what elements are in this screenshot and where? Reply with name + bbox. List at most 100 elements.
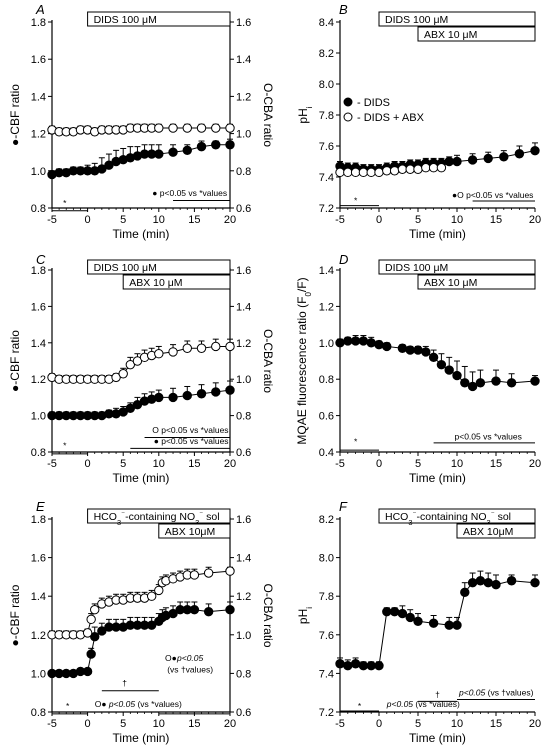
data-point	[358, 336, 369, 346]
y-tick-label: 7.2	[319, 203, 334, 215]
y-tick-label: 1.4	[319, 265, 334, 277]
data-point	[382, 166, 392, 176]
data-point	[428, 618, 439, 628]
treatment-box: ABX 10μM	[158, 523, 231, 539]
data-point	[366, 660, 376, 671]
data-point	[444, 365, 454, 375]
data-point	[421, 347, 431, 357]
y-axis-label: MQAE fluorescence ratio (F0/F)	[295, 277, 313, 444]
y-tick-label: 1.8	[31, 17, 46, 29]
treatment-box: ABX 10μM	[456, 523, 536, 539]
data-point	[90, 632, 100, 642]
x-tick-label: 5	[415, 214, 421, 226]
data-point	[97, 164, 107, 174]
data-point	[499, 152, 509, 162]
data-point	[211, 387, 221, 397]
y-tick-label: 7.4	[319, 172, 334, 184]
x-tick-label: -5	[335, 458, 345, 470]
y-tick-label: 1.4	[31, 591, 46, 603]
x-tick-label: 10	[153, 214, 165, 226]
data-point	[225, 566, 235, 576]
data-point	[118, 369, 128, 379]
treatment-box-label: DIDS 100 μM	[94, 262, 157, 274]
y-right-tick-label: 0.6	[236, 203, 251, 215]
data-point	[168, 392, 178, 403]
x-tick-label: 15	[188, 458, 200, 470]
y-tick-label: 8.4	[319, 17, 334, 29]
data-point	[343, 660, 353, 671]
data-point	[358, 167, 369, 178]
y-tick-label: 1.2	[31, 630, 46, 642]
data-point	[154, 585, 164, 596]
data-point	[413, 164, 423, 174]
annotation: *	[66, 701, 70, 711]
data-point	[154, 123, 164, 133]
data-point	[475, 576, 486, 586]
series-open	[47, 338, 235, 384]
treatment-box-label: DIDS 100 μM	[385, 14, 448, 26]
annotation: *	[354, 195, 358, 205]
y-tick-label: 1.0	[31, 411, 46, 423]
x-tick-label: -5	[47, 458, 57, 470]
treatment-box-label: HCO3⁻-containing NO3⁻ sol	[385, 509, 511, 527]
legend-label: - DIDS + ABX	[357, 112, 425, 124]
x-tick-label: 20	[529, 718, 541, 730]
y-tick-label: 1.4	[31, 338, 46, 350]
data-point	[397, 343, 408, 353]
y-right-tick-label: 1.2	[236, 91, 251, 103]
treatment-box-frame	[378, 11, 536, 27]
data-point	[97, 626, 107, 636]
data-point	[154, 392, 164, 403]
panel-label: E	[36, 499, 45, 514]
treatment-box: ABX 10 μM	[122, 274, 231, 290]
data-point	[382, 606, 392, 617]
data-point	[514, 149, 525, 159]
panel-label: F	[339, 499, 348, 514]
y-tick-label: 1.8	[31, 265, 46, 277]
x-tick-label: 10	[451, 214, 463, 226]
data-point	[374, 660, 384, 671]
treatment-box-label: HCO3⁻-containing NO3⁻ sol	[94, 509, 220, 527]
y-tick-label: 8.2	[319, 514, 334, 526]
annotation: p<0.05	[176, 653, 204, 663]
data-point	[196, 141, 207, 152]
y-tick-label: 7.4	[319, 668, 334, 680]
y-tick-label: 1.4	[31, 91, 46, 103]
treatment-box-label: ABX 10μM	[165, 526, 215, 538]
y-right-tick-label: 1.2	[236, 338, 251, 350]
data-point	[154, 149, 164, 159]
y-tick-label: 7.8	[319, 110, 334, 122]
data-point	[225, 605, 235, 615]
data-point	[460, 378, 470, 388]
legend-marker	[343, 97, 353, 107]
data-point	[374, 339, 384, 350]
panel-label: D	[339, 252, 348, 267]
x-tick-label: 20	[224, 214, 236, 226]
y-right-tick-label: 0.6	[236, 447, 251, 459]
data-point	[413, 616, 423, 626]
y-right-tick-label: 1.2	[236, 591, 251, 603]
annotation: p<0.05 (vs *values)	[386, 699, 460, 709]
y-tick-label: 0.8	[31, 447, 46, 459]
x-tick-label: 20	[529, 214, 541, 226]
y-axis-label: pHi	[296, 106, 314, 123]
annotation: O●	[165, 653, 177, 663]
data-point	[154, 349, 164, 359]
data-point	[196, 389, 207, 399]
data-point	[189, 605, 200, 615]
data-point	[397, 608, 408, 619]
y-tick-label: 1.0	[319, 338, 334, 350]
series-filled	[335, 335, 540, 392]
data-point	[421, 163, 431, 173]
data-point	[366, 167, 376, 178]
data-point	[452, 156, 462, 167]
y-tick-label: 0.8	[31, 707, 46, 719]
data-point	[203, 606, 214, 617]
treatment-box-frame	[417, 274, 536, 290]
data-point	[82, 628, 93, 638]
data-point	[428, 352, 439, 363]
annotation: O● p<0.05 (vs *values)	[95, 699, 182, 709]
data-point	[475, 378, 486, 388]
annotation: *	[63, 440, 67, 450]
data-point	[397, 164, 408, 174]
